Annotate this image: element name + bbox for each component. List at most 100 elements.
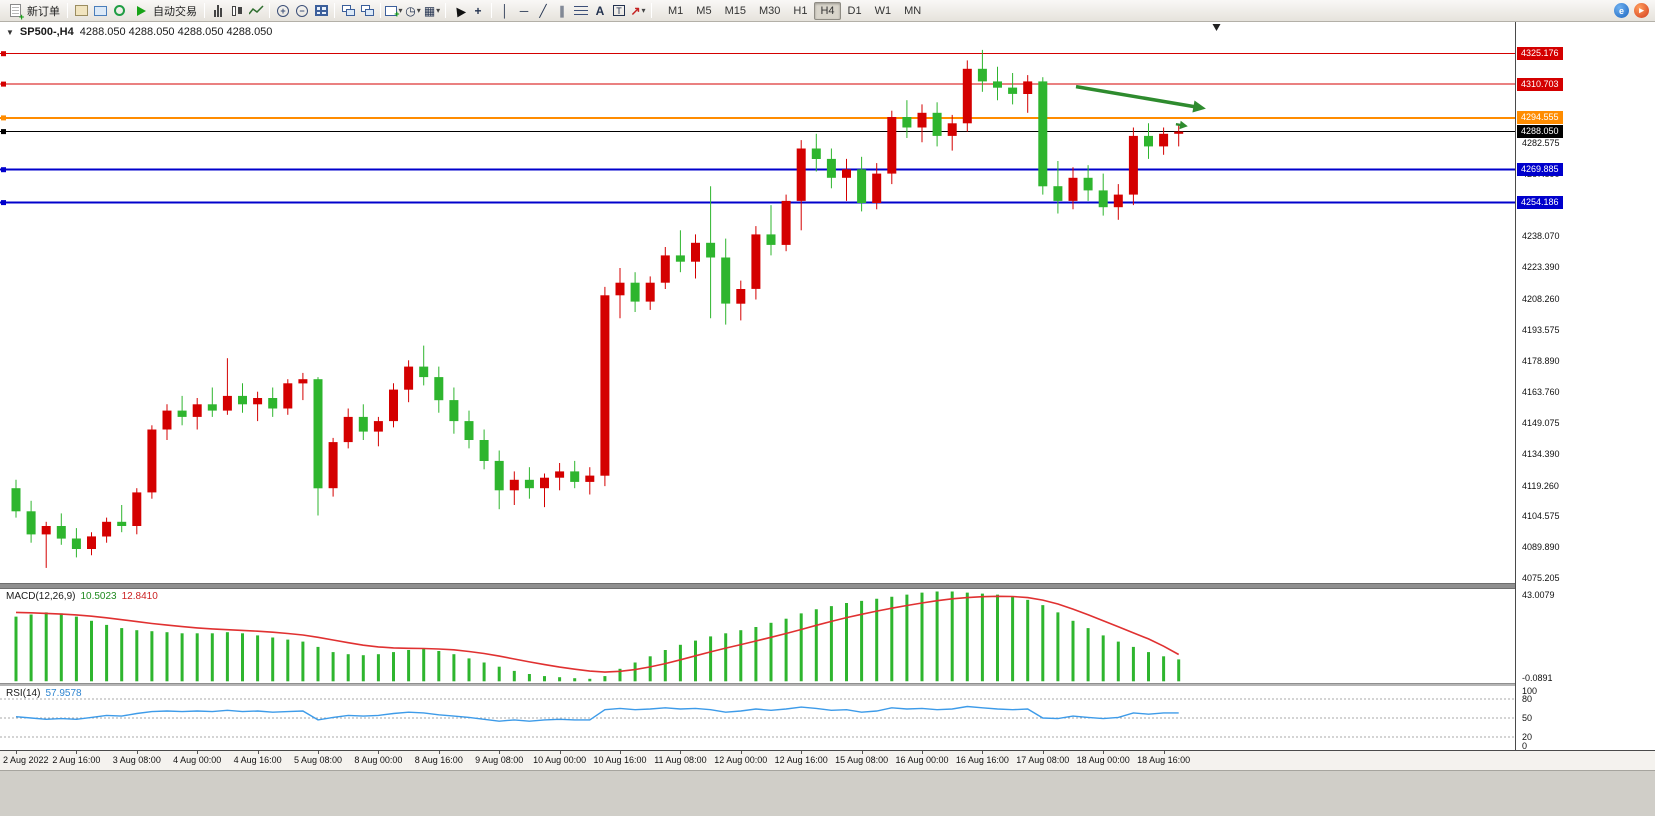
price-line-badge: 4310.703 — [1517, 77, 1563, 91]
expand-ohlc-icon[interactable]: ▼ — [6, 27, 14, 37]
time-tick — [499, 751, 501, 754]
tile-windows-icon[interactable] — [312, 3, 330, 19]
time-axis-label: 2 Aug 16:00 — [52, 755, 101, 765]
chart-region: ▼ SP500-,H4 4288.050 4288.050 4288.050 4… — [0, 22, 1655, 770]
axis-tick-label: 4119.260 — [1522, 480, 1559, 491]
line-chart-mode-icon[interactable] — [247, 3, 265, 19]
price-line-badge: 4254.186 — [1517, 196, 1563, 210]
axis-tick-label: 4208.260 — [1522, 293, 1560, 304]
data-window-icon[interactable] — [91, 3, 109, 19]
axis-tick-label: 80 — [1522, 693, 1533, 704]
template-icon[interactable]: ▦ ▾ — [423, 3, 441, 18]
timeframe-M30[interactable]: M30 — [758, 4, 781, 17]
autotrading-button[interactable]: 自动交易 — [129, 1, 200, 21]
axis-tick-label: 50 — [1522, 713, 1533, 723]
axis-tick-label: 0 — [1522, 741, 1528, 751]
zoom-in-icon[interactable]: + — [274, 3, 292, 19]
axis-tick-label: 4104.575 — [1522, 511, 1560, 522]
toolbar: + 新订单 自动交易 + − + ▾ ◷ ▾ ▦ ▾ + │ ─ ╱ — [0, 0, 1655, 22]
axis-tick-label: -0.0891 — [1522, 673, 1553, 683]
time-tick — [197, 751, 199, 754]
time-tick — [982, 751, 984, 754]
market-watch-icon[interactable] — [72, 3, 90, 19]
cursor-tool-icon[interactable] — [450, 3, 468, 19]
time-axis-label: 3 Aug 08:00 — [112, 755, 161, 765]
timeframe-group: M1 M5 M15 M30 H1 H4 D1 W1 MN — [662, 1, 927, 20]
time-tick — [318, 751, 319, 754]
period-clock-icon[interactable]: ◷ ▾ — [405, 3, 421, 18]
toolbar-separator — [269, 3, 270, 18]
candlestick-mode-icon[interactable] — [228, 3, 246, 19]
axis-tick-label: 4075.205 — [1522, 573, 1560, 583]
timeframe-H1[interactable]: H1 — [793, 4, 808, 17]
price-chart-canvas[interactable] — [0, 22, 1515, 583]
time-tick — [16, 751, 17, 754]
time-axis-label: 12 Aug 00:00 — [714, 755, 768, 765]
axis-tick-label: 4089.890 — [1522, 542, 1560, 553]
timeframe-M1[interactable]: M1 — [668, 4, 684, 17]
time-tick — [1042, 751, 1044, 754]
cascade-windows-icon[interactable] — [339, 3, 357, 19]
price-line-badge: 4269.885 — [1517, 163, 1563, 177]
arrange-windows-icon[interactable] — [358, 3, 376, 19]
axis-tick-label: 4178.890 — [1522, 355, 1560, 366]
time-axis-label: 9 Aug 08:00 — [475, 755, 524, 765]
navigator-icon[interactable] — [110, 3, 128, 19]
axis-tick-label: 4163.760 — [1522, 387, 1560, 398]
time-axis-label: 8 Aug 16:00 — [414, 755, 463, 765]
arrows-tool-icon[interactable]: ↗ ▾ — [630, 3, 646, 18]
pane-separator[interactable] — [0, 583, 1655, 589]
timeframe-D1[interactable]: D1 — [847, 4, 862, 17]
rsi-name: RSI(14) — [6, 688, 41, 699]
time-axis-label: 10 Aug 16:00 — [593, 755, 647, 765]
toolbar-separator — [445, 3, 446, 18]
time-axis-label: 12 Aug 16:00 — [774, 755, 828, 765]
timeframe-W1[interactable]: W1 — [874, 4, 892, 17]
fibonacci-tool-icon[interactable] — [572, 3, 590, 19]
macd-pane-canvas[interactable] — [0, 589, 1515, 683]
zoom-out-icon[interactable]: − — [293, 3, 311, 19]
channel-tool-icon[interactable]: ∥ — [559, 3, 565, 18]
axis-tick-label: 20 — [1522, 732, 1533, 743]
time-tick — [257, 751, 259, 754]
rsi-pane-canvas[interactable] — [0, 686, 1515, 750]
new-chart-icon[interactable]: + ▾ — [385, 3, 403, 19]
timeframe-M5[interactable]: M5 — [696, 4, 712, 17]
time-axis[interactable]: 2 Aug 2022 2 Aug 16:00 3 Aug 08:00 4 Aug 00… — [0, 750, 1655, 770]
trendline-tool-icon[interactable]: ╱ — [539, 3, 547, 18]
time-axis-label: 11 Aug 08:00 — [654, 755, 707, 765]
pane-separator[interactable] — [0, 683, 1655, 686]
vertical-line-tool-icon[interactable]: │ — [501, 3, 509, 18]
time-axis-label: 18 Aug 00:00 — [1076, 755, 1130, 765]
timeframe-MN[interactable]: MN — [904, 4, 922, 17]
time-axis-label: 4 Aug 16:00 — [233, 755, 282, 765]
text-label-tool-icon[interactable]: T — [610, 3, 628, 19]
toolbar-right-icons: e ▸ — [1614, 3, 1649, 18]
autotrading-label: 自动交易 — [153, 5, 197, 18]
axis-tick-label: 100 — [1522, 686, 1538, 696]
bar-chart-mode-icon[interactable] — [209, 3, 227, 19]
chat-icon[interactable]: e — [1614, 3, 1629, 18]
time-axis-label: 18 Aug 16:00 — [1137, 755, 1191, 765]
timeframe-H4[interactable]: H4 — [814, 1, 841, 20]
time-tick — [740, 751, 742, 754]
time-tick — [136, 751, 138, 754]
horizontal-line-tool-icon[interactable]: ─ — [519, 3, 529, 18]
time-tick — [559, 751, 561, 754]
axis-tick-label: 4223.390 — [1522, 262, 1560, 273]
macd-main-value: 10.5023 — [80, 591, 117, 602]
crosshair-tool-icon[interactable]: + — [474, 3, 482, 18]
community-icon[interactable]: ▸ — [1634, 3, 1649, 18]
symbol-period-label: SP500-,H4 — [19, 26, 74, 38]
rsi-value: 57.9578 — [45, 688, 82, 699]
time-axis-label: 16 Aug 00:00 — [895, 755, 949, 765]
axis-tick-label: 4134.390 — [1522, 448, 1560, 459]
timeframe-M15[interactable]: M15 — [724, 4, 746, 17]
new-order-button[interactable]: + 新订单 — [3, 1, 63, 21]
price-axis[interactable]: 4282.5754267.8904253.2054238.0704223.390… — [1515, 22, 1655, 751]
time-axis-label: 16 Aug 16:00 — [955, 755, 1009, 765]
text-tool-icon[interactable]: A — [595, 3, 605, 18]
time-tick — [801, 751, 803, 754]
time-tick — [680, 751, 682, 754]
